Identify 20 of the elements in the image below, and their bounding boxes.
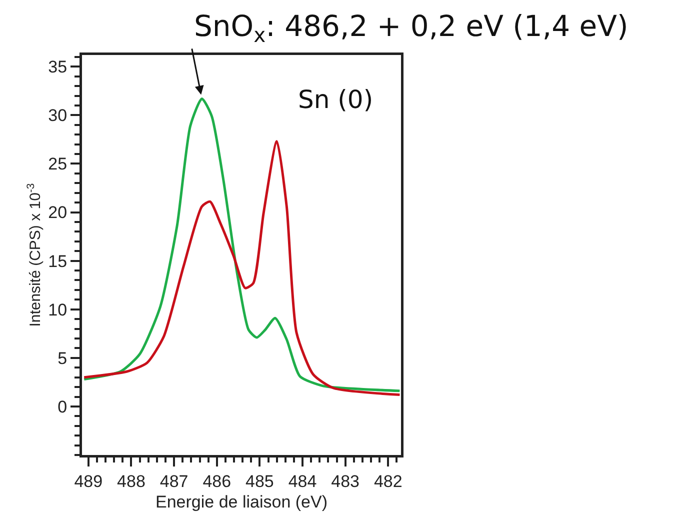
y-tick-label: 15 (48, 252, 68, 271)
x-axis-title: Energie de liaison (eV) (156, 492, 328, 512)
x-tick-label: 488 (117, 472, 146, 491)
y-tick-label: 20 (48, 203, 68, 222)
x-tick-label: 483 (331, 472, 360, 491)
annotation: SnO$_{x}$: 486,2 + 0,2 eV (1,4 eV) (194, 9, 628, 48)
y-tick-label: 25 (48, 154, 68, 174)
line-series (82, 140, 401, 396)
y-tick-label: 30 (48, 106, 68, 126)
x-tick-label: 489 (74, 472, 103, 491)
x-tick-label: 484 (288, 472, 317, 491)
x-tick-label: 486 (202, 472, 232, 491)
x-tick-label: 487 (160, 472, 188, 491)
annotation: Sn (0) (298, 85, 374, 114)
x-tick-label: 482 (374, 472, 402, 491)
y-tick-label: 0 (58, 397, 68, 416)
x-tick-label: 485 (246, 472, 274, 491)
y-tick-label: 10 (48, 300, 68, 320)
y-tick-label: 5 (58, 348, 68, 368)
y-tick-label: 35 (48, 58, 68, 77)
